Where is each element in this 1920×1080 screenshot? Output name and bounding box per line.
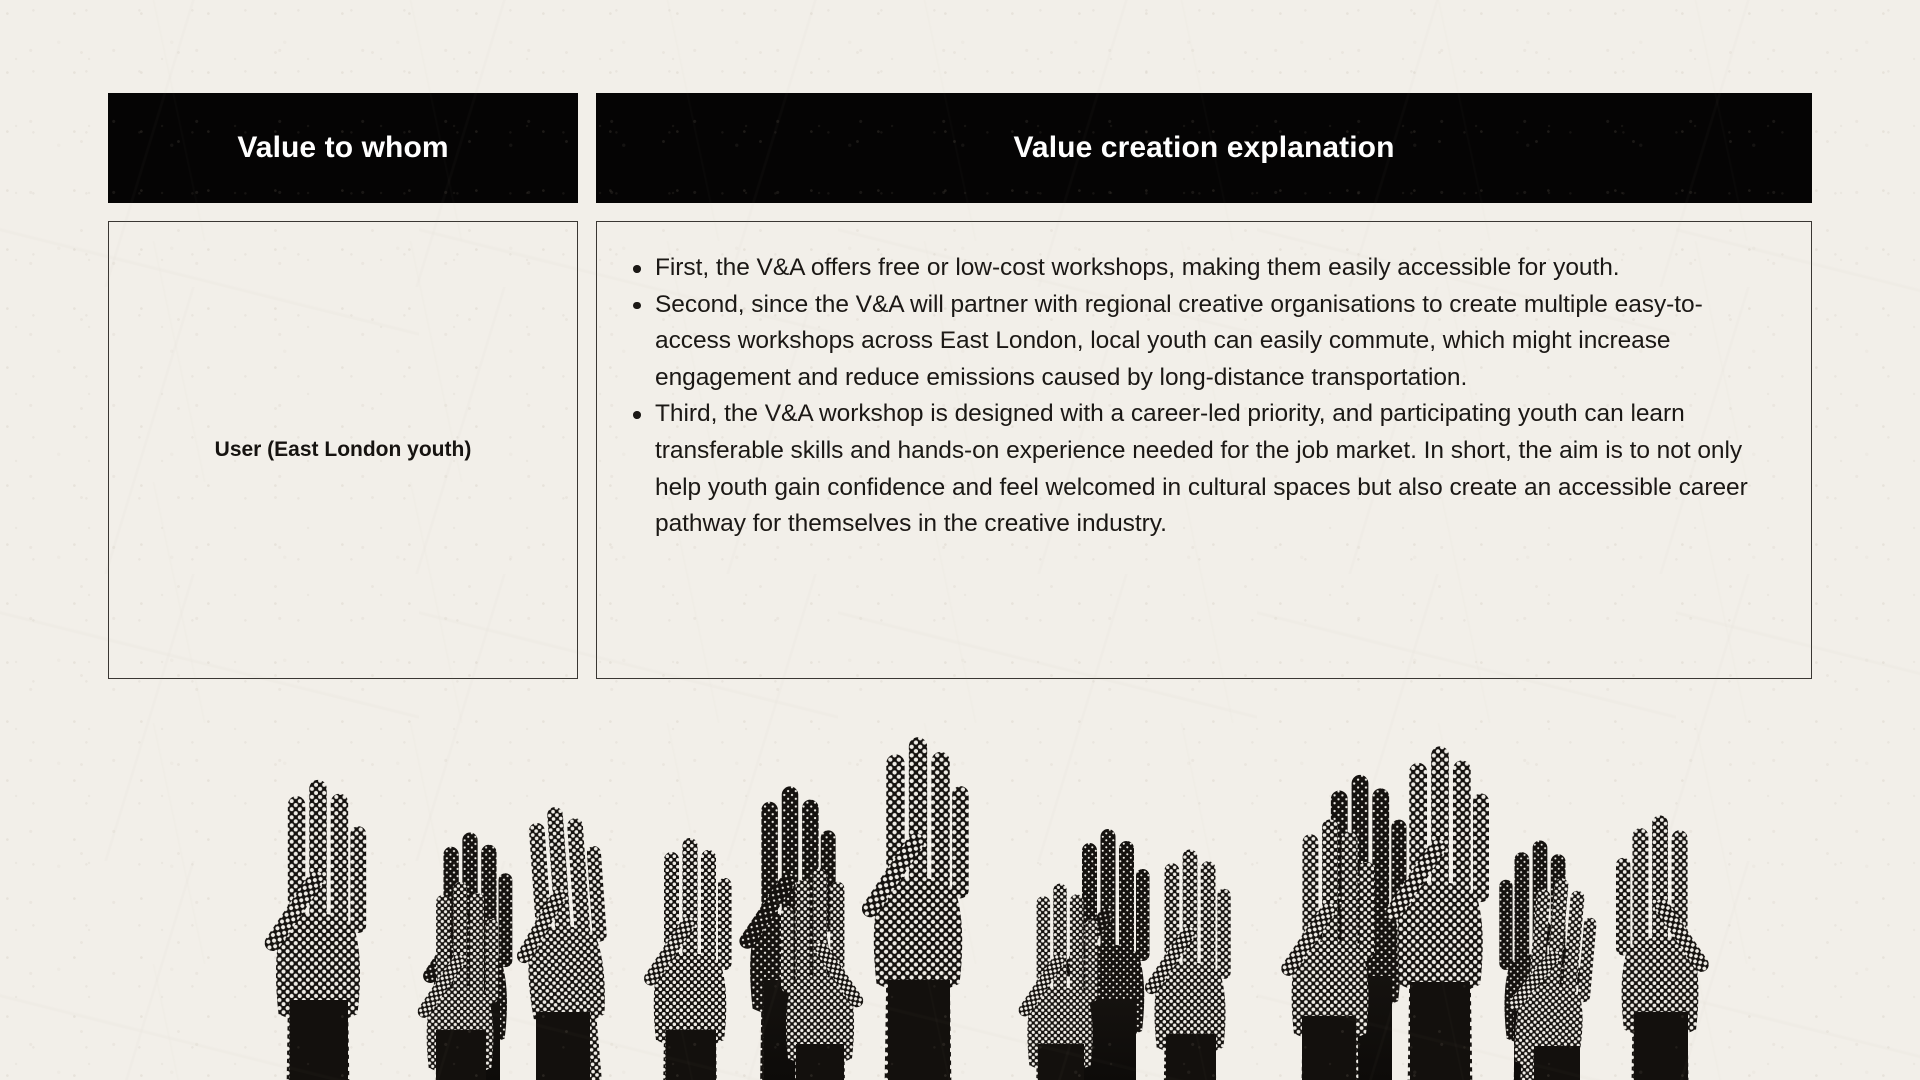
header-label-value-to-whom: Value to whom	[237, 130, 449, 164]
value-creation-table: Value to whom Value creation explanation…	[108, 93, 1812, 679]
hands-front-forearms	[290, 980, 1688, 1080]
header-cell-value-creation-explanation: Value creation explanation	[596, 93, 1812, 203]
header-label-value-creation-explanation: Value creation explanation	[1013, 130, 1395, 164]
row-spacer	[108, 203, 1812, 221]
cell-value-to-whom: User (East London youth)	[108, 221, 578, 679]
list-item: First, the V&A offers free or low-cost w…	[633, 250, 1777, 287]
cell-value-creation-explanation: First, the V&A offers free or low-cost w…	[596, 221, 1812, 679]
cell-label-user-group: User (East London youth)	[214, 438, 472, 462]
raised-hands-halftone-image	[0, 700, 1920, 1080]
explanation-bullet-list: First, the V&A offers free or low-cost w…	[627, 250, 1777, 543]
list-item: Third, the V&A workshop is designed with…	[633, 396, 1777, 542]
list-item: Second, since the V&A will partner with …	[633, 287, 1777, 397]
hands-front-layer	[261, 737, 1712, 1080]
table-header-row: Value to whom Value creation explanation	[108, 93, 1812, 203]
table-body-row: User (East London youth) First, the V&A …	[108, 221, 1812, 679]
header-cell-value-to-whom: Value to whom	[108, 93, 578, 203]
